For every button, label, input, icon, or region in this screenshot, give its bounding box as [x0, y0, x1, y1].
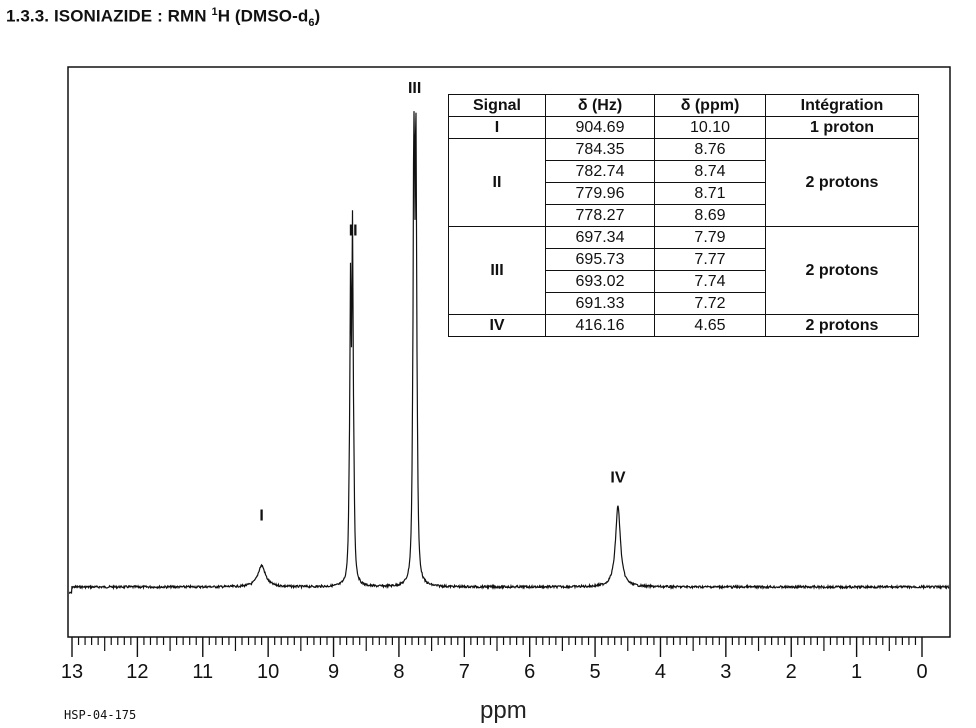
- ppm-cell: 7.72: [654, 292, 766, 315]
- title-mid: H (DMSO-d: [217, 6, 309, 26]
- x-tick-label: 13: [61, 661, 83, 683]
- header-ppm: δ (ppm): [654, 94, 766, 117]
- x-axis-label: ppm: [480, 697, 527, 724]
- signal-cell: I: [448, 116, 546, 139]
- x-tick-label: 1: [851, 661, 862, 683]
- header-integration: Intégration: [765, 94, 919, 117]
- x-tick-label: 3: [720, 661, 731, 683]
- ppm-cell: 10.10: [654, 116, 766, 139]
- signal-cell: III: [448, 226, 546, 315]
- x-tick-label: 10: [257, 661, 279, 683]
- peak-label: IV: [610, 470, 625, 487]
- ppm-cell: 7.79: [654, 226, 766, 249]
- peak-label: III: [408, 80, 421, 97]
- hz-cell: 779.96: [545, 182, 655, 205]
- integration-cell: 2 protons: [765, 314, 919, 337]
- hz-cell: 693.02: [545, 270, 655, 293]
- table-row: 695.73 7.77: [449, 248, 919, 271]
- hz-cell: 416.16: [545, 314, 655, 337]
- signal-cell: II: [448, 138, 546, 227]
- spectrum-trace: [68, 111, 950, 594]
- ppm-cell: 8.76: [654, 138, 766, 161]
- x-major-ticks: [71, 637, 923, 657]
- x-tick-label: 6: [524, 661, 535, 683]
- integration-cell: 1 proton: [765, 116, 919, 139]
- hz-cell: 784.35: [545, 138, 655, 161]
- x-tick-label: 0: [916, 661, 927, 683]
- ppm-cell: 8.74: [654, 160, 766, 183]
- table-row: II 784.35 8.76 2 protons: [448, 138, 919, 227]
- title-sup: 1: [211, 6, 218, 18]
- plot-frame: [67, 66, 951, 638]
- hz-cell: 697.34: [545, 226, 655, 249]
- signal-cell: IV: [448, 314, 546, 337]
- ppm-cell: 8.71: [654, 182, 766, 205]
- ppm-cell: 8.69: [654, 204, 766, 227]
- table-row: 691.33 7.72: [449, 292, 919, 315]
- x-tick-label: 11: [192, 661, 213, 683]
- x-minor-ticks: [77, 637, 917, 651]
- sample-code: HSP-04-175: [64, 708, 137, 722]
- x-tick-label: 2: [786, 661, 797, 683]
- hz-cell: 778.27: [545, 204, 655, 227]
- x-tick-label: 5: [590, 661, 601, 683]
- table-row: I 904.69 10.10 1 proton: [448, 116, 919, 139]
- hz-cell: 695.73: [545, 248, 655, 271]
- table-row: IV 416.16 4.65 2 protons: [448, 314, 919, 337]
- signal-table: Signal δ (Hz) δ (ppm) Intégration I 904.…: [448, 94, 919, 337]
- hz-cell: 782.74: [545, 160, 655, 183]
- hz-cell: 904.69: [545, 116, 655, 139]
- hz-cell: 691.33: [545, 292, 655, 315]
- table-row: III 697.34 7.79 2 protons: [448, 226, 919, 315]
- page-title: 1.3.3. ISONIAZIDE : RMN 1H (DMSO-d6): [6, 6, 320, 29]
- ppm-cell: 7.74: [654, 270, 766, 293]
- integration-cell: 2 protons: [765, 138, 919, 227]
- integration-cell: 2 protons: [765, 226, 919, 315]
- x-tick-label: 4: [655, 661, 666, 683]
- title-prefix: 1.3.3. ISONIAZIDE : RMN: [6, 6, 212, 26]
- table-row: 779.96 8.71: [449, 182, 919, 205]
- ppm-cell: 7.77: [654, 248, 766, 271]
- ppm-cell: 4.65: [654, 314, 766, 337]
- peak-label: II: [349, 223, 358, 240]
- x-tick-label: 12: [126, 661, 148, 683]
- x-tick-labels: 13 12 11 10 9 8 7 6 5 4 3 2 1 0: [61, 661, 928, 683]
- x-tick-label: 9: [328, 661, 339, 683]
- title-suffix: ): [314, 6, 321, 26]
- title-sub: 6: [308, 17, 315, 30]
- header-hz: δ (Hz): [545, 94, 655, 117]
- header-signal: Signal: [448, 94, 546, 117]
- table-header-row: Signal δ (Hz) δ (ppm) Intégration: [448, 94, 919, 117]
- peak-label: I: [259, 508, 263, 525]
- x-tick-label: 8: [393, 661, 404, 683]
- x-tick-label: 7: [459, 661, 470, 683]
- table-row: 778.27 8.69: [449, 204, 919, 227]
